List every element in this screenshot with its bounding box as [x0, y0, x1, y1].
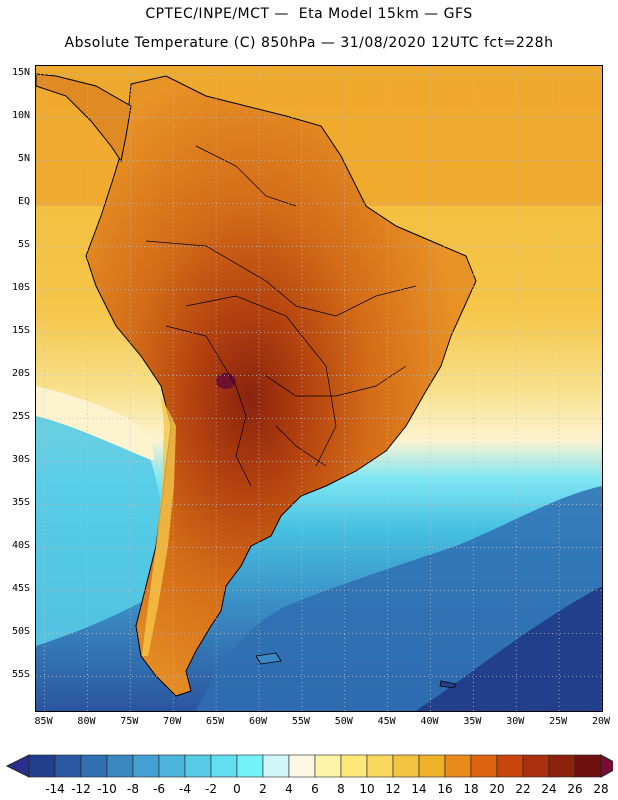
- longitude-tick-label: 55W: [291, 716, 310, 727]
- colorbar-tick-label: -2: [205, 782, 217, 796]
- deep-cold-pool: [416, 586, 602, 711]
- longitude-tick-label: 35W: [463, 716, 482, 727]
- latitude-tick-label: 30S: [11, 453, 30, 465]
- colorbar-swatch: [132, 754, 160, 778]
- longitude-tick-label: 80W: [77, 716, 96, 727]
- colorbar-tick-label: -4: [179, 782, 191, 796]
- map-canvas: [36, 66, 602, 711]
- chart-title-line1: CPTEC/INPE/MCT — Eta Model 15km — GFS: [145, 6, 473, 22]
- longitude-tick-label: 60W: [248, 716, 267, 727]
- colorbar-swatch: [548, 754, 576, 778]
- colorbar-tick-label: 24: [541, 782, 557, 796]
- colorbar-tick-label: 18: [463, 782, 479, 796]
- colorbar-swatch: [470, 754, 498, 778]
- colorbar-swatch: [444, 754, 472, 778]
- colorbar-swatch: [28, 754, 56, 778]
- latitude-tick-label: 10S: [11, 281, 30, 293]
- country-borders: [145, 145, 417, 487]
- colorbar-swatch: [392, 754, 420, 778]
- longitude-tick-label: 25W: [549, 716, 568, 727]
- colorbar-swatch: [210, 754, 238, 778]
- falkland-islands: [255, 652, 282, 665]
- colorbar-over-arrow: [600, 754, 613, 778]
- colorbar-swatch: [158, 754, 186, 778]
- colorbar-tick-label: -10: [97, 782, 117, 796]
- colorbar-tick-label: 14: [411, 782, 427, 796]
- colorbar-tick-label: 2: [259, 782, 267, 796]
- longitude-tick-label: 75W: [120, 716, 139, 727]
- latitude-tick-label: 15N: [11, 66, 30, 78]
- longitude-tick-label: 85W: [34, 716, 53, 727]
- western-pale-band: [36, 386, 154, 461]
- colorbar-swatch: [236, 754, 264, 778]
- longitude-tick-label: 20W: [591, 716, 611, 727]
- colorbar-tick-label: 10: [359, 782, 375, 796]
- colorbar-under-arrow: [5, 754, 30, 778]
- colorbar-swatch: [184, 754, 212, 778]
- central-america-land: [36, 73, 132, 163]
- latitude-tick-label: 20S: [11, 367, 30, 379]
- latitude-tick-label: 45S: [11, 582, 30, 594]
- colorbar-swatch: [366, 754, 394, 778]
- andes-cool-strip: [142, 396, 176, 656]
- colorbar-tick-label: 28: [593, 782, 609, 796]
- longitude-tick-label: 30W: [506, 716, 525, 727]
- colorbar-tick-label: 6: [311, 782, 319, 796]
- longitude-tick-label: 45W: [377, 716, 396, 727]
- colorbar-swatch: [496, 754, 524, 778]
- colorbar-tick-label: 0: [233, 782, 241, 796]
- latitude-tick-label: 55S: [11, 668, 30, 680]
- colorbar-swatch: [106, 754, 134, 778]
- latitude-tick-label: 40S: [11, 539, 30, 551]
- colorbar-tick-label: -8: [127, 782, 139, 796]
- colorbar-tick-label: 22: [515, 782, 531, 796]
- latitude-tick-label: 35S: [11, 496, 30, 508]
- longitude-tick-label: 40W: [420, 716, 439, 727]
- colorbar-swatch: [288, 754, 316, 778]
- colorbar-tick-label: 26: [567, 782, 583, 796]
- colorbar-tick-label: -6: [153, 782, 165, 796]
- latitude-tick-label: 15S: [11, 324, 30, 336]
- latitude-tick-label: 5N: [17, 152, 30, 164]
- colorbar-swatch: [54, 754, 82, 778]
- longitude-tick-label: 50W: [334, 716, 353, 727]
- colorbar: [5, 754, 613, 778]
- longitude-tick-label: 70W: [163, 716, 182, 727]
- temperature-map: [35, 65, 603, 712]
- latitude-tick-label: EQ: [17, 195, 30, 207]
- latitude-tick-label: 10N: [11, 109, 30, 121]
- latitude-tick-label: 50S: [11, 625, 30, 637]
- western-cool-tongue: [36, 396, 171, 646]
- longitude-tick-label: 65W: [206, 716, 225, 727]
- colorbar-tick-label: -14: [45, 782, 65, 796]
- colorbar-swatch: [418, 754, 446, 778]
- colorbar-tick-label: -12: [71, 782, 91, 796]
- latitude-tick-label: 25S: [11, 410, 30, 422]
- colorbar-tick-label: 8: [337, 782, 345, 796]
- colorbar-tick-label: 20: [489, 782, 505, 796]
- colorbar-swatch: [574, 754, 602, 778]
- colorbar-tick-label: 12: [385, 782, 401, 796]
- chart-title-line2: Absolute Temperature (C) 850hPa — 31/08/…: [64, 35, 554, 51]
- colorbar-swatch: [340, 754, 368, 778]
- colorbar-tick-label: 4: [285, 782, 293, 796]
- south-georgia: [439, 680, 457, 689]
- colorbar-swatch: [80, 754, 108, 778]
- colorbar-tick-label: 16: [437, 782, 453, 796]
- latitude-tick-label: 5S: [17, 238, 30, 250]
- colorbar-swatch: [262, 754, 290, 778]
- colorbar-swatch: [314, 754, 342, 778]
- colorbar-swatch: [522, 754, 550, 778]
